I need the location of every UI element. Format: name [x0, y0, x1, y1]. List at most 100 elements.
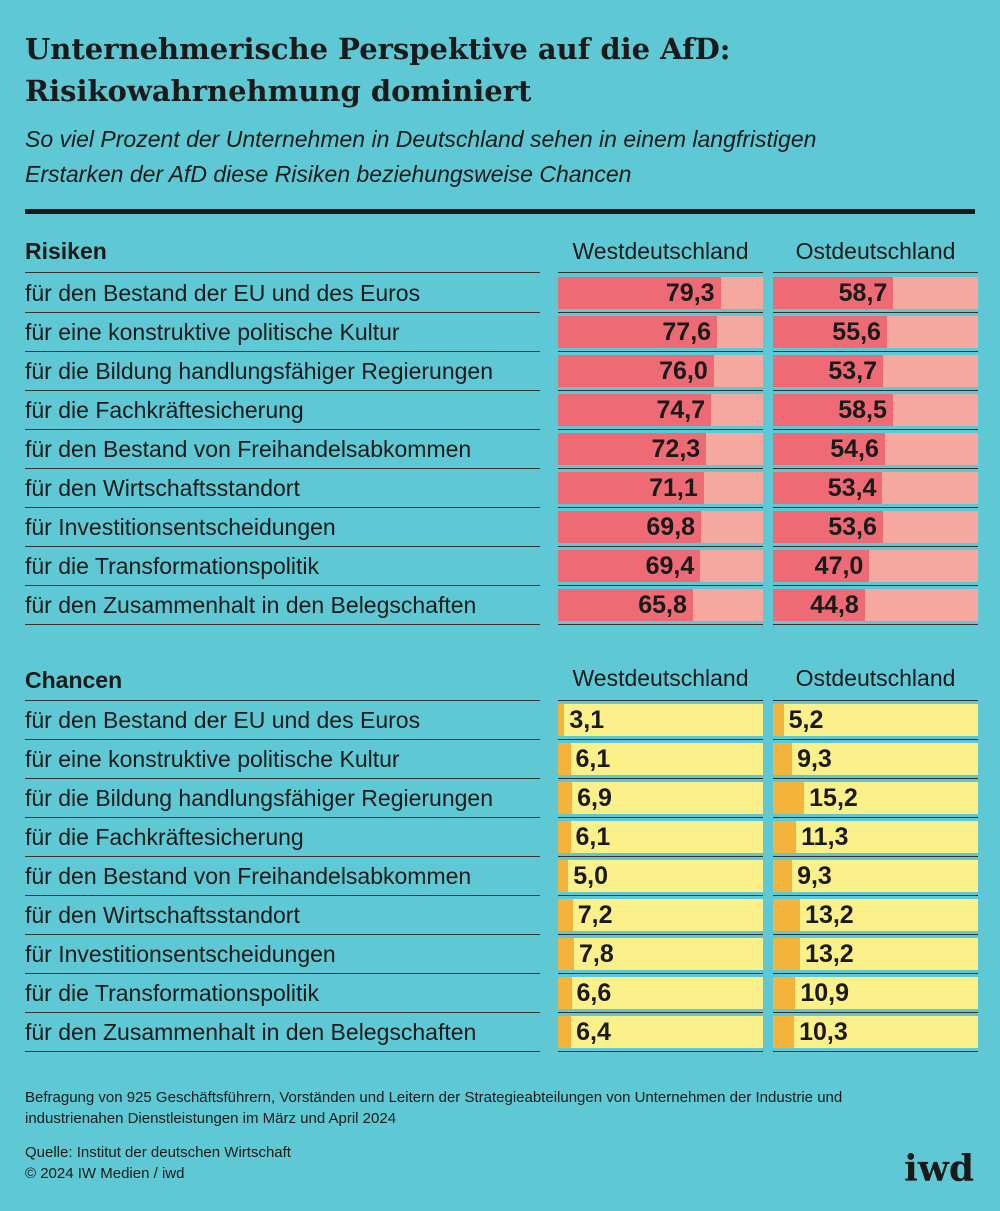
chance-row: für eine konstruktive politische Kultur 6…: [25, 740, 980, 779]
risk-row-label: für den Bestand der EU und des Euros: [25, 274, 540, 313]
risk-value-label-west: 79,3: [665, 279, 715, 307]
chance-value-label-west: 5,0: [573, 862, 609, 890]
chance-bar-background: [773, 704, 978, 736]
chance-cell-underline: [773, 817, 978, 818]
chance-bar-east: [773, 821, 797, 853]
chance-cell-east: 15,2: [773, 782, 978, 818]
risk-cell-east: 47,0: [773, 550, 978, 586]
risk-cell-underline: [558, 351, 763, 352]
chance-value-label-west: 6,4: [576, 1018, 611, 1046]
risk-cell-underline: [773, 429, 978, 430]
chance-bar-background: [773, 860, 978, 892]
chance-value-label-east: 10,9: [800, 979, 850, 1007]
risk-cell-west: 69,4: [558, 550, 763, 586]
risk-bar-west: [558, 511, 702, 543]
risk-bar-west: [558, 472, 704, 504]
chance-row-label: für Investitionsentscheidungen: [25, 935, 540, 974]
chance-value-label-east: 9,3: [797, 745, 832, 773]
chance-row: für die Fachkräftesicherung 6,1 11,3: [25, 818, 980, 857]
risk-cell-west: 77,6: [558, 316, 763, 352]
chance-bar-east: [773, 860, 793, 892]
risk-bar-west: [558, 433, 707, 465]
chance-bar-background: [558, 704, 763, 736]
chance-cell-west: 5,0: [558, 860, 763, 896]
chance-bar-background: [773, 821, 978, 853]
risk-row-label: für die Bildung handlungsfähiger Regieru…: [25, 352, 540, 391]
chance-cell-underline: [558, 739, 763, 740]
risk-row: für den Wirtschaftsstandort 71,1 53,4: [25, 469, 980, 508]
chance-value-label-west: 3,1: [569, 706, 605, 734]
chance-bar-background: [558, 860, 763, 892]
chance-cell-west: 6,1: [558, 743, 763, 779]
chance-value-label-west: 6,1: [575, 745, 611, 773]
risk-value-label-west: 77,6: [662, 318, 712, 346]
chance-bar-background: [558, 743, 763, 775]
chance-cell-west: 7,8: [558, 938, 763, 974]
risk-cell-west: 69,8: [558, 511, 763, 547]
chance-row-label: für den Bestand von Freihandelsabkommen: [25, 857, 540, 896]
risk-value-label-east: 58,5: [838, 396, 887, 424]
risk-bar-west: [558, 589, 693, 621]
iwd-logo: iwd: [904, 1148, 974, 1190]
chance-cell-west: 6,1: [558, 821, 763, 857]
chance-cell-underline: [558, 1012, 763, 1013]
risk-cell-underline: [558, 429, 763, 430]
risk-bar-east: [773, 472, 883, 504]
risks-heading: Risiken: [25, 238, 107, 264]
risk-value-label-east: 55,6: [832, 318, 881, 346]
risk-row: für die Fachkräftesicherung 74,7 58,5: [25, 391, 980, 430]
title-line-2: Risikowahrnehmung dominiert: [25, 74, 532, 108]
chance-cell-underline: [773, 739, 978, 740]
chance-row-label: für die Fachkräftesicherung: [25, 818, 540, 857]
risk-cell-west: 76,0: [558, 355, 763, 391]
chances-col-east-heading: Ostdeutschland: [795, 665, 956, 691]
risk-value-label-west: 69,4: [645, 552, 695, 580]
risk-cell-underline: [773, 312, 978, 313]
chance-row: für den Bestand der EU und des Euros 3,1 5…: [25, 701, 980, 740]
risk-cell-underline: [773, 585, 978, 586]
chance-cell-west: 6,9: [558, 782, 763, 818]
chance-cell-underline: [773, 895, 978, 896]
risk-bar-east: [773, 316, 887, 348]
chances-header-line-east: [773, 700, 978, 701]
chance-cell-underline: [773, 973, 978, 974]
risk-bar-east: [773, 511, 883, 543]
risk-value-label-east: 53,7: [828, 357, 878, 385]
risk-row-label: für Investitionsentscheidungen: [25, 508, 540, 547]
risk-cell-west: 74,7: [558, 394, 763, 430]
chance-bar-east: [773, 899, 801, 931]
chance-cell-west: 6,4: [558, 1016, 763, 1052]
chance-cell-underline: [558, 817, 763, 818]
chance-bar-background: [558, 1016, 763, 1048]
chance-cell-west: 6,6: [558, 977, 763, 1013]
risk-value-label-east: 47,0: [814, 552, 864, 580]
risks-col-east-heading: Ostdeutschland: [795, 238, 956, 264]
risk-bar-west: [558, 355, 714, 387]
chance-cell-east: 10,3: [773, 1016, 978, 1052]
risk-row: für die Transformationspolitik 69,4 47,0: [25, 547, 980, 586]
chance-bar-west: [558, 782, 573, 814]
risk-value-label-west: 65,8: [638, 591, 687, 619]
chance-value-label-east: 10,3: [799, 1018, 848, 1046]
risk-cell-underline: [558, 585, 763, 586]
risk-row: für die Bildung handlungsfähiger Regieru…: [25, 352, 980, 391]
chance-cell-underline: [558, 856, 763, 857]
chance-bar-east: [773, 743, 793, 775]
title-divider: [25, 209, 975, 214]
chance-cell-underline: [558, 934, 763, 935]
risk-cell-underline: [558, 507, 763, 508]
risk-value-label-west: 71,1: [649, 474, 698, 502]
chance-cell-underline: [558, 973, 763, 974]
footnote: Befragung von 925 Geschäftsführern, Vors…: [25, 1087, 965, 1129]
chance-bar-west: [558, 860, 569, 892]
risk-row: für den Bestand der EU und des Euros 79,3…: [25, 274, 980, 313]
chance-bar-west: [558, 704, 565, 736]
chance-row-label: für die Bildung handlungsfähiger Regieru…: [25, 779, 540, 818]
chances-heading: Chancen: [25, 667, 123, 693]
risk-row: für den Zusammenhalt in den Belegschafte…: [25, 586, 980, 625]
risk-row-label: für den Bestand von Freihandelsabkommen: [25, 430, 540, 469]
risk-value-label-east: 44,8: [810, 591, 859, 619]
chance-value-label-west: 6,9: [577, 784, 612, 812]
chance-cell-east: 13,2: [773, 899, 978, 935]
risk-cell-underline: [773, 468, 978, 469]
